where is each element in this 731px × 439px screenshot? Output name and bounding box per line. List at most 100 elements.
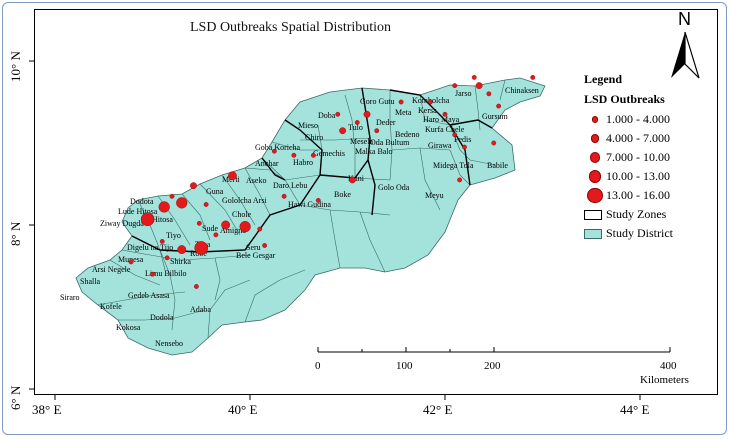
legend-class-label: 4.000 - 7.000 xyxy=(606,131,670,145)
district-label: Chole xyxy=(232,210,252,219)
outbreak-point xyxy=(194,241,209,255)
legend-dot-3 xyxy=(584,170,606,183)
legend-dot-mark xyxy=(591,116,599,123)
district-label: Tulo xyxy=(348,123,363,132)
map-area xyxy=(34,9,718,395)
legend-study-zones: Study Zones xyxy=(584,205,719,224)
outbreak-point xyxy=(491,140,497,146)
lon-label-40: 40° E xyxy=(228,402,258,417)
north-arrow-icon xyxy=(671,31,700,79)
legend-dot-mark xyxy=(587,187,603,204)
district-label: Kurfa Chele xyxy=(425,125,465,134)
district-label: Kokosa xyxy=(116,323,141,332)
legend-class-label: 10.00 - 13.00 xyxy=(606,169,670,183)
district-label: Amigna xyxy=(220,226,246,235)
outbreak-point xyxy=(159,238,165,244)
outbreak-point xyxy=(150,271,155,277)
district-label: Bele Gesgar xyxy=(236,251,276,260)
district-label: Chinaksen xyxy=(505,86,539,95)
legend-dot-1 xyxy=(584,134,606,143)
district-label: Hitosa xyxy=(152,215,173,224)
district-label: Babile xyxy=(487,161,508,170)
district-label: Fedis xyxy=(454,135,471,144)
district-label: Munesa xyxy=(118,255,144,264)
outbreak-point xyxy=(452,132,458,138)
outbreak-point xyxy=(291,152,297,158)
study-zones-label: Study Zones xyxy=(606,207,667,221)
outbreak-point xyxy=(281,193,287,199)
district-label: Meta xyxy=(395,108,412,117)
outbreak-point xyxy=(203,202,209,207)
lon-label-38: 38° E xyxy=(32,402,62,417)
district-label: Mieso xyxy=(298,121,318,130)
legend-dot-mark xyxy=(590,134,600,143)
legend-heading: Legend xyxy=(584,72,623,86)
district-label: Gedeb Asasa xyxy=(128,291,170,300)
study-zones-swatch xyxy=(584,209,602,220)
legend-dot-0 xyxy=(584,116,606,123)
scale-tick-200: 200 xyxy=(484,360,501,372)
outbreak-point xyxy=(310,152,316,158)
district-label: Arsi Negele xyxy=(92,265,131,274)
outbreak-point xyxy=(239,221,251,233)
legend-class-3: 10.00 - 13.00 xyxy=(584,167,719,186)
district-label: Midega Tola xyxy=(433,161,474,170)
district-label: Daro Lebu xyxy=(273,181,307,190)
district-label: Golo Oda xyxy=(378,183,410,192)
study-region xyxy=(75,77,546,356)
legend-class-2: 7.000 - 10.00 xyxy=(584,148,719,167)
district-label: Hawi Gudina xyxy=(288,200,331,209)
outbreak-point xyxy=(427,99,433,105)
district-label: Guna xyxy=(206,187,224,196)
legend-classes: 1.000 - 4.000 4.000 - 7.000 7.000 - 10.00 1… xyxy=(584,110,719,205)
lat-label-8: 8° N xyxy=(8,221,23,246)
outbreak-point xyxy=(475,82,483,90)
outbreak-point xyxy=(271,148,277,154)
district-label: Dodota xyxy=(130,197,154,206)
district-label: Siraro xyxy=(60,293,80,302)
lat-label-6: 6° N xyxy=(8,385,23,410)
district-label: Jarso xyxy=(455,89,471,98)
legend-study-district: Study District xyxy=(584,224,719,243)
outbreak-point xyxy=(190,182,197,190)
scale-tick-100: 100 xyxy=(396,360,413,372)
district-label: Adaba xyxy=(190,305,211,314)
outbreak-point xyxy=(213,232,219,238)
outbreak-point xyxy=(169,193,175,199)
legend-dot-mark xyxy=(589,152,601,163)
district-label: Gololcha Arsi xyxy=(222,196,267,205)
district-label: Bedeno xyxy=(395,130,419,139)
outbreak-point xyxy=(486,91,492,97)
outbreak-point xyxy=(363,110,371,118)
scale-tick-0: 0 xyxy=(315,360,321,372)
scale-unit: Kilometers xyxy=(640,374,689,386)
district-label: Mesela xyxy=(350,137,374,146)
district-label: Girawa xyxy=(428,141,452,150)
district-label: Digelu na Tijo xyxy=(127,243,173,252)
lon-label-44: 44° E xyxy=(620,402,650,417)
outbreak-point xyxy=(530,75,536,80)
outbreak-point xyxy=(496,103,502,109)
map-title: LSD Outbreaks Spatial Distribution xyxy=(190,20,392,35)
legend-subheading: LSD Outbreaks xyxy=(584,92,665,106)
legend: Legend LSD Outbreaks 1.000 - 4.000 4.000 … xyxy=(584,72,719,243)
district-label: Tiyo xyxy=(166,231,181,240)
outbreak-point xyxy=(177,245,187,255)
legend-dot-mark xyxy=(588,170,602,183)
outbreak-point xyxy=(193,284,199,289)
north-label: N xyxy=(678,9,691,29)
district-label: Boke xyxy=(334,190,351,199)
district-label: Gemechis xyxy=(313,149,345,158)
district-label: Nensebo xyxy=(155,339,183,348)
district-label: Aseko xyxy=(246,176,266,185)
outbreak-point xyxy=(335,111,341,117)
outbreak-point xyxy=(452,83,458,89)
outbreak-point xyxy=(348,176,356,184)
outbreak-point xyxy=(374,128,380,134)
district-label: Limu Bilbilo xyxy=(145,269,187,278)
district-label: Seru xyxy=(246,243,261,252)
outbreak-point xyxy=(442,111,448,117)
lon-label-42: 42° E xyxy=(423,402,453,417)
